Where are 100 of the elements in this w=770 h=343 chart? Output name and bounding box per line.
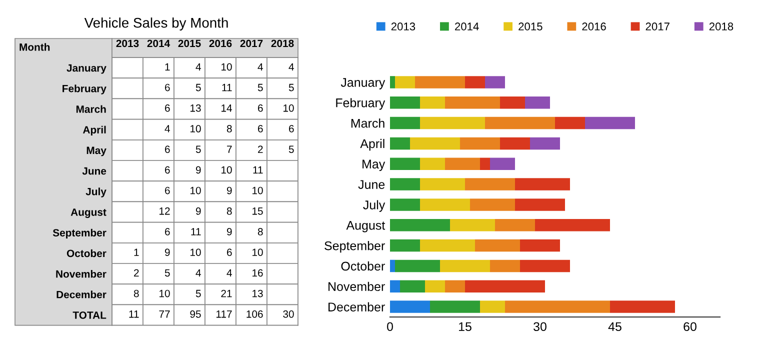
data-label: 5 (164, 269, 170, 277)
y-tick-label: March (351, 118, 384, 128)
bar (445, 158, 480, 170)
bar (390, 137, 410, 150)
bar (420, 96, 445, 109)
data-label: 9 (196, 166, 201, 174)
y-tick-label: September (324, 241, 385, 253)
data-label: 11 (191, 228, 201, 236)
data-label: 10 (221, 63, 232, 71)
bar (480, 158, 490, 170)
legend-label: 2014 (455, 22, 479, 30)
bar (530, 137, 560, 150)
bar (555, 116, 585, 130)
data-label: 2 (258, 146, 263, 153)
y-axis-title: Month (20, 43, 50, 51)
data-label: 6 (289, 125, 294, 132)
data-label: 5 (288, 84, 294, 92)
y-tick-label: December (56, 290, 106, 298)
data-label: 6 (258, 125, 263, 132)
bar (470, 198, 515, 211)
data-label: 9 (226, 186, 232, 194)
bar (475, 239, 520, 252)
data-label: 30 (283, 310, 294, 318)
x-tick-label: 2016 (209, 40, 232, 48)
bar (490, 260, 520, 272)
x-tick-label: 2014 (147, 40, 170, 48)
data-label: 8 (226, 125, 232, 132)
data-label: 10 (159, 290, 170, 298)
bar (390, 116, 420, 130)
data-label: 16 (252, 269, 263, 277)
data-label: 6 (165, 166, 170, 174)
data-label: 9 (196, 207, 201, 215)
y-tick-label: November (56, 270, 106, 278)
bar (390, 96, 420, 109)
y-tick-label: June (358, 180, 385, 189)
chart-title: Vehicle Sales by Month (84, 18, 228, 30)
data-label: 5 (288, 146, 294, 153)
bar (395, 76, 415, 88)
bar (390, 219, 450, 232)
bar (420, 116, 485, 130)
data-label: 8 (226, 207, 232, 215)
bar (520, 239, 560, 252)
data-label: 15 (252, 208, 263, 215)
x-tick-label: 30 (534, 322, 546, 332)
y-tick-label: August (70, 208, 106, 218)
data-label: 4 (164, 125, 170, 132)
y-tick-label: October (341, 261, 385, 271)
y-tick-label: August (346, 221, 386, 232)
y-tick-label: March (76, 105, 106, 113)
bar (390, 300, 430, 313)
y-tick-label: April (82, 126, 106, 136)
bar (465, 178, 515, 190)
y-tick-label: May (86, 146, 106, 156)
y-tick-label: February (62, 84, 106, 94)
y-tick-label: July (363, 200, 386, 212)
bar (420, 239, 475, 252)
data-label: 10 (221, 166, 232, 174)
bar (585, 116, 635, 130)
data-label: 7 (227, 146, 232, 153)
data-label: 5 (196, 84, 201, 92)
data-label: 6 (165, 146, 170, 153)
bar (390, 260, 395, 272)
y-tick-label: May (362, 160, 386, 171)
data-label: 2 (134, 269, 139, 276)
data-label: 9 (226, 228, 232, 236)
bar (395, 260, 440, 272)
bar (485, 116, 555, 130)
data-label: 1 (165, 63, 170, 70)
y-tick-label: September (52, 228, 106, 239)
x-tick-label: 60 (684, 322, 696, 332)
data-label: 13 (190, 104, 201, 112)
bar (610, 300, 675, 313)
y-tick-label: December (328, 302, 385, 312)
y-tick-label: January (340, 78, 386, 90)
data-label: 8 (258, 228, 263, 236)
bar (460, 137, 500, 150)
legend-label: 2015 (518, 22, 542, 30)
data-label: 21 (221, 290, 232, 298)
data-label: 12 (159, 207, 170, 215)
data-label: 10 (190, 186, 201, 194)
bar (390, 198, 420, 211)
bar (390, 158, 420, 170)
x-tick-label: 2013 (116, 40, 139, 48)
bar (390, 239, 420, 252)
bar (390, 178, 420, 190)
bar (450, 219, 495, 232)
data-label: 106 (246, 310, 263, 318)
data-label: 13 (252, 290, 263, 298)
bar (445, 280, 465, 292)
data-label: 4 (196, 269, 201, 276)
bar (420, 198, 470, 211)
data-label: 10 (252, 186, 263, 194)
x-tick-label: 2015 (178, 40, 201, 48)
data-label: 77 (159, 310, 170, 318)
bar (465, 76, 485, 88)
bar (430, 300, 480, 313)
bar (515, 198, 565, 211)
data-label: 6 (165, 104, 170, 112)
data-label: 9 (164, 248, 170, 256)
data-label: 5 (258, 84, 263, 92)
